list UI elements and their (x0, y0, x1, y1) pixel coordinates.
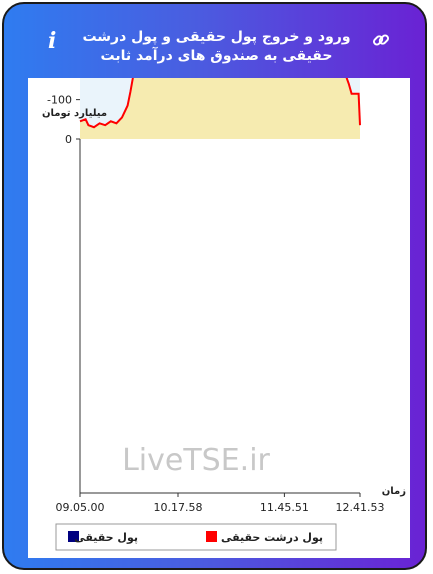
chart-title: ورود و خروج پول حقیقی و پول درشت حقیقی ب… (82, 29, 351, 64)
legend-swatch-big-real (206, 531, 217, 542)
legend-box (55, 523, 337, 551)
legend-swatch-real (68, 531, 79, 542)
y-axis-label: میلیارد تومان (42, 108, 107, 119)
card-header: i ورود و خروج پول حقیقی و پول درشت حقیقی… (4, 4, 425, 80)
watermark: LiveTSE.ir (122, 443, 270, 478)
x-tick-label: 11.45.51 (260, 501, 309, 514)
x-tick-label: 10.17.58 (154, 501, 203, 514)
y-tick-label: 0 (65, 133, 72, 146)
x-tick-label: 12.41.53 (336, 501, 385, 514)
x-tick-label: 09.05.00 (56, 501, 105, 514)
y-tick-label: -100 (47, 94, 72, 107)
link-icon[interactable] (371, 30, 391, 50)
chart-svg: 0-100-200-300-400-500-600-700-800-90009.… (42, 4, 406, 551)
info-icon[interactable]: i (48, 28, 57, 54)
x-axis-label: زمان (382, 486, 406, 497)
chart-panel: 0-100-200-300-400-500-600-700-800-90009.… (28, 4, 410, 558)
legend-label-real: پول حقیقی (74, 531, 138, 544)
legend-label-big-real: پول درشت حقیقی (221, 531, 323, 544)
chart-card: i ورود و خروج پول حقیقی و پول درشت حقیقی… (2, 2, 427, 570)
